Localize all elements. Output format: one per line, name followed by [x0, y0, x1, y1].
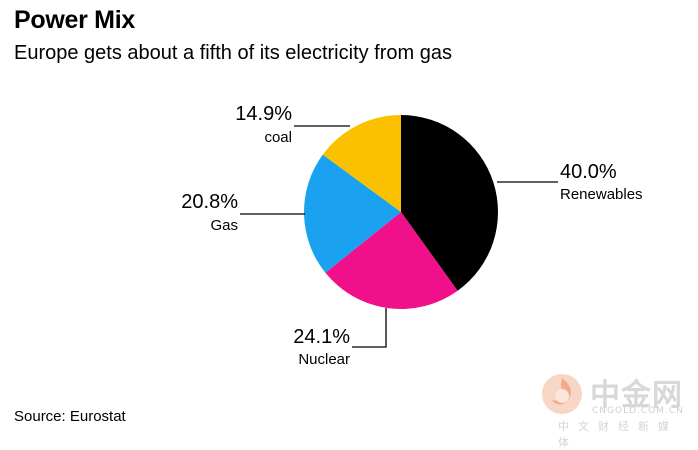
pie-slice-gas: [304, 154, 401, 273]
category-label-renewables: Renewables: [560, 186, 643, 203]
data-label-coal: 14.9%: [235, 103, 292, 125]
chart-title: Power Mix: [14, 6, 135, 34]
cngold-logo-icon: [542, 374, 582, 414]
chart-subtitle: Europe gets about a fifth of its electri…: [14, 42, 452, 64]
data-label-gas: 20.8%: [181, 191, 238, 213]
watermark: 中金网 CNGOLD.COM.CN 中文财经新媒体: [540, 368, 690, 449]
watermark-site: CNGOLD.COM.CN: [592, 406, 684, 416]
category-label-gas: Gas: [210, 217, 238, 234]
pie-slice-coal: [322, 115, 401, 212]
pie-slice-nuclear: [325, 212, 458, 309]
watermark-tagline: 中文财经新媒体: [558, 420, 678, 449]
leader-line-nuclear: [352, 308, 387, 348]
data-label-nuclear: 24.1%: [293, 326, 350, 348]
category-label-coal: coal: [264, 129, 292, 146]
category-label-nuclear: Nuclear: [298, 351, 350, 368]
source-note: Source: Eurostat: [14, 408, 126, 425]
pie-slice-renewables: [401, 115, 498, 291]
watermark-name: 中金网: [590, 378, 683, 413]
data-label-renewables: 40.0%: [560, 161, 617, 183]
